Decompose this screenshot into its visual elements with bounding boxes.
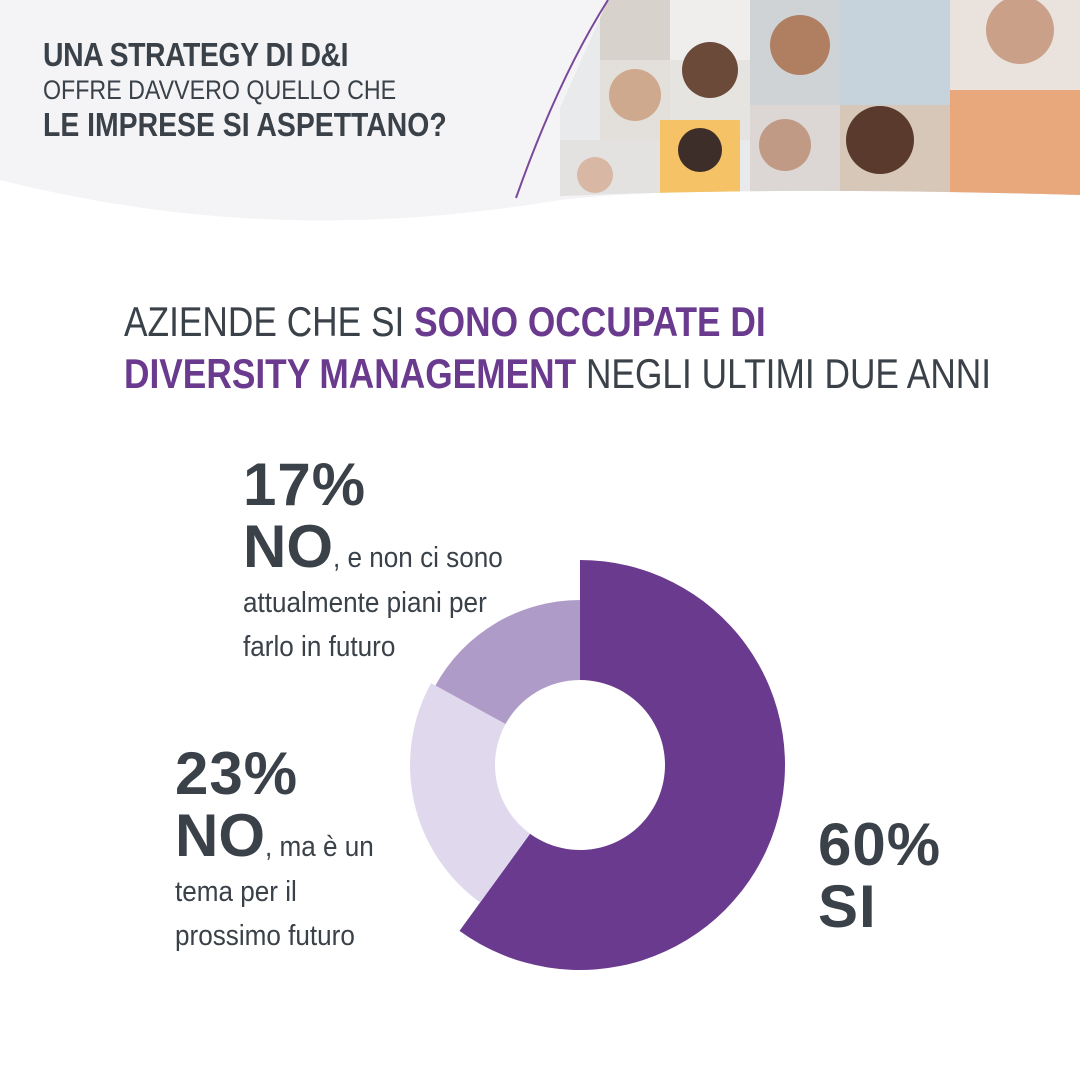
desc-label-no-never-1: , e non ci sono [333, 542, 503, 574]
donut-slice-no-future [410, 683, 531, 903]
faces-photo-mosaic [560, 0, 1080, 198]
headline-highlight-1: SONO OCCUPATE DI [414, 298, 766, 345]
header-banner [0, 0, 1080, 221]
label-no-never: 17% NO, e non ci sono attualmente piani … [243, 455, 522, 669]
desc-label-no-future-3: prossimo futuro [175, 920, 355, 952]
chart-headline: AZIENDE CHE SI SONO OCCUPATE DI DIVERSIT… [124, 296, 991, 400]
pct-label-no-never: 17% [243, 451, 367, 518]
label-no-future: 23% NO, ma è un tema per il prossimo fut… [175, 744, 386, 958]
answer-label-no-never: NO [243, 513, 333, 580]
desc-label-no-future-1: , ma è un [265, 831, 374, 863]
donut-slice-si [459, 560, 786, 970]
headline-highlight-2: DIVERSITY MANAGEMENT [124, 350, 577, 397]
pct-label-si: 60% [818, 811, 942, 878]
desc-label-no-never-2: attualmente piani per [243, 587, 487, 619]
headline-part1: AZIENDE CHE SI [124, 298, 415, 345]
donut-slice-no-never [435, 600, 580, 725]
pct-label-no-future: 23% [175, 740, 299, 807]
desc-label-no-future-2: tema per il [175, 876, 297, 908]
desc-label-no-never-3: farlo in futuro [243, 631, 396, 663]
label-si: 60% SI [818, 815, 941, 937]
header-title: UNA STRATEGY DI D&I OFFRE DAVVERO QUELLO… [43, 38, 512, 141]
headline-part4: NEGLI ULTIMI DUE ANNI [576, 350, 992, 397]
answer-label-no-future: NO [175, 802, 265, 869]
answer-label-si: SI [818, 873, 877, 940]
header-title-line3: LE IMPRESE SI ASPETTANO? [43, 106, 447, 143]
header-title-line1: UNA STRATEGY DI D&I [43, 36, 349, 73]
header-title-line2: OFFRE DAVVERO QUELLO CHE [43, 75, 397, 105]
